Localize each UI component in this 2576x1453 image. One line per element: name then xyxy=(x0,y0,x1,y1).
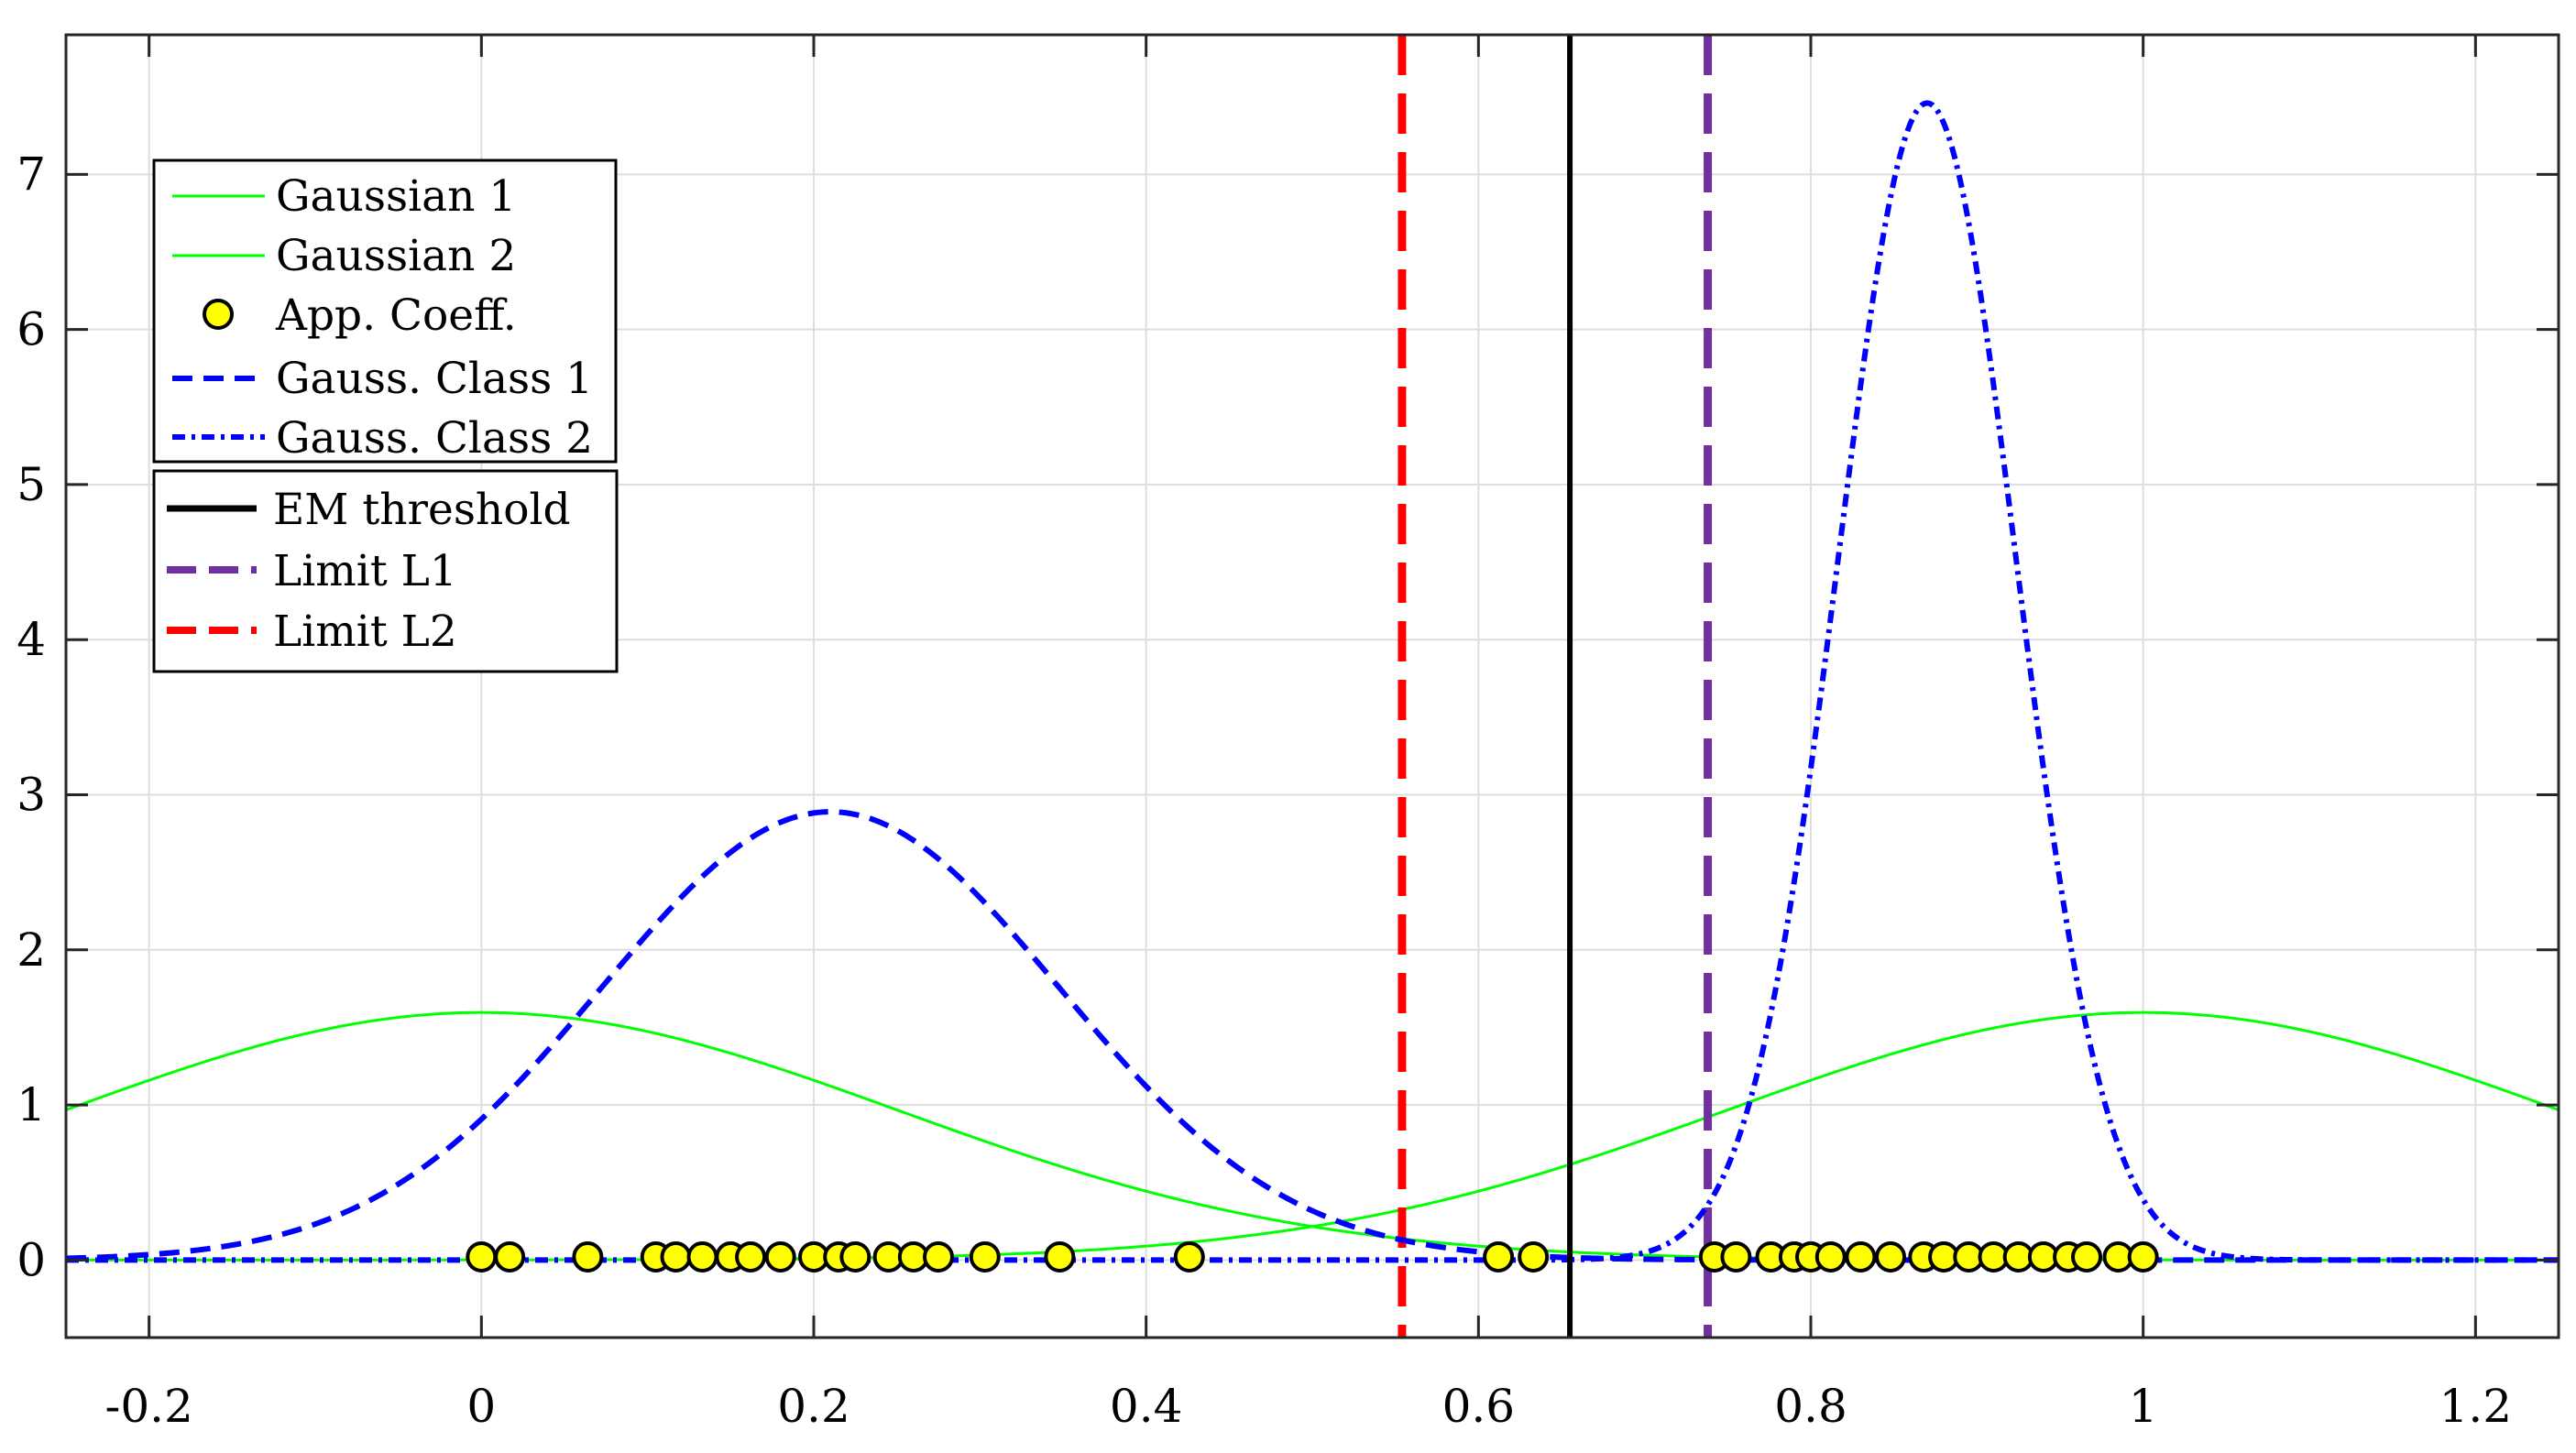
app-coeff-marker xyxy=(735,1240,767,1273)
x-tick-label: 1.2 xyxy=(2439,1380,2513,1433)
app-coeff-marker xyxy=(686,1240,718,1273)
legend-label-class-2: Gauss. Class 2 xyxy=(276,413,593,464)
legend-swatch-app-coeff xyxy=(203,299,234,330)
legend-label-app-coeff: App. Coeff. xyxy=(275,290,517,341)
legend-label-class-1: Gauss. Class 1 xyxy=(276,354,593,404)
x-tick-label: 0.6 xyxy=(1442,1380,1516,1433)
x-tick-label: 0 xyxy=(466,1380,496,1433)
y-tick-label: 7 xyxy=(16,147,46,201)
x-tick-label: 0.8 xyxy=(1774,1380,1847,1433)
app-coeff-marker xyxy=(2127,1240,2159,1273)
app-coeff-marker xyxy=(660,1240,692,1273)
app-coeff-marker xyxy=(764,1240,796,1273)
plot-frame xyxy=(64,33,2560,1339)
legend-box-1: Gaussian 1 Gaussian 2 App. Coeff. Gauss.… xyxy=(152,158,618,464)
y-tick-label: 1 xyxy=(16,1078,46,1131)
app-coeff-marker xyxy=(923,1240,954,1273)
app-coeff-marker xyxy=(572,1240,604,1273)
app-coeff-marker xyxy=(1173,1240,1205,1273)
legend-label-gaussian-1: Gaussian 1 xyxy=(276,171,516,222)
legend-box-2: EM threshold Limit L1 Limit L2 xyxy=(152,469,619,673)
axis-ticks: -0.2 0 0.2 0.4 0.6 0.8 1 1.2 0 1 2 3 4 5 6 7 xyxy=(16,35,2559,1433)
y-tick-label: 5 xyxy=(16,458,46,511)
app-coeff-marker xyxy=(1845,1240,1877,1273)
legend-label-limit-l2: Limit L2 xyxy=(273,606,457,657)
app-coeff-marker xyxy=(1518,1240,1550,1273)
app-coeff-marker xyxy=(969,1240,1001,1273)
app-coeff-marker xyxy=(1875,1240,1907,1273)
x-tick-label: 0.2 xyxy=(777,1380,850,1433)
app-coeff-marker xyxy=(1720,1240,1752,1273)
app-coeff-marker xyxy=(1044,1240,1076,1273)
y-tick-label: 6 xyxy=(16,303,46,356)
series-layer xyxy=(66,35,2559,1338)
app-coeff-marker xyxy=(1483,1240,1515,1273)
legend-label-limit-l1: Limit L1 xyxy=(273,546,457,596)
y-tick-label: 0 xyxy=(16,1233,46,1286)
app-coeff-marker xyxy=(494,1240,526,1273)
app-coeff-marker xyxy=(466,1240,498,1273)
app-coeff-marker xyxy=(1814,1240,1847,1273)
x-tick-label: 0.4 xyxy=(1110,1380,1183,1433)
y-tick-label: 2 xyxy=(16,923,46,977)
legend-label-gaussian-2: Gaussian 2 xyxy=(276,231,516,281)
y-tick-label: 4 xyxy=(16,613,46,666)
app-coeff-marker xyxy=(2071,1240,2103,1273)
app-coeff-marker xyxy=(839,1240,871,1273)
y-tick-label: 3 xyxy=(16,769,46,822)
x-tick-label: 1 xyxy=(2129,1380,2158,1433)
x-tick-label: -0.2 xyxy=(104,1380,192,1433)
legend-label-em-threshold: EM threshold xyxy=(273,485,571,535)
